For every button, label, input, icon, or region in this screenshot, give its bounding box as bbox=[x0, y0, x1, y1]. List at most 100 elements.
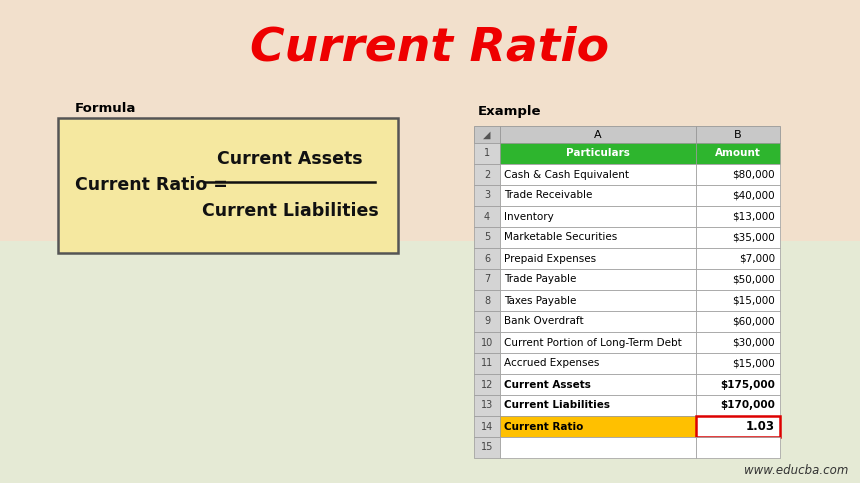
Text: 7: 7 bbox=[484, 274, 490, 284]
Text: Prepaid Expenses: Prepaid Expenses bbox=[504, 254, 596, 264]
Text: $35,000: $35,000 bbox=[732, 232, 775, 242]
Text: Current Ratio: Current Ratio bbox=[250, 26, 610, 71]
Text: 2: 2 bbox=[484, 170, 490, 180]
Text: 5: 5 bbox=[484, 232, 490, 242]
Bar bbox=[696, 374, 780, 395]
Bar bbox=[500, 164, 696, 185]
Text: 14: 14 bbox=[481, 422, 493, 431]
Bar bbox=[500, 185, 696, 206]
Text: Inventory: Inventory bbox=[504, 212, 554, 222]
Bar bbox=[500, 206, 696, 227]
Text: Current Assets: Current Assets bbox=[504, 380, 591, 389]
Bar bbox=[696, 143, 780, 164]
Text: 1: 1 bbox=[484, 148, 490, 158]
Text: 4: 4 bbox=[484, 212, 490, 222]
Bar bbox=[500, 437, 696, 458]
Text: Current Liabilities: Current Liabilities bbox=[201, 201, 378, 219]
Bar bbox=[474, 311, 500, 332]
Text: Current Liabilities: Current Liabilities bbox=[504, 400, 610, 411]
Text: $50,000: $50,000 bbox=[733, 274, 775, 284]
Bar bbox=[474, 374, 500, 395]
Bar bbox=[500, 416, 696, 437]
Bar bbox=[474, 227, 500, 248]
Text: Current Ratio: Current Ratio bbox=[504, 422, 583, 431]
Text: Accrued Expenses: Accrued Expenses bbox=[504, 358, 599, 369]
Bar bbox=[696, 311, 780, 332]
Bar bbox=[696, 332, 780, 353]
Text: $175,000: $175,000 bbox=[720, 380, 775, 389]
Bar bbox=[500, 227, 696, 248]
Text: 8: 8 bbox=[484, 296, 490, 306]
Text: www.educba.com: www.educba.com bbox=[744, 464, 848, 477]
FancyBboxPatch shape bbox=[58, 118, 398, 253]
Text: Bank Overdraft: Bank Overdraft bbox=[504, 316, 584, 327]
Text: 1.03: 1.03 bbox=[746, 420, 775, 433]
Text: $60,000: $60,000 bbox=[733, 316, 775, 327]
Text: $80,000: $80,000 bbox=[733, 170, 775, 180]
Bar bbox=[0, 241, 860, 483]
Text: $40,000: $40,000 bbox=[733, 190, 775, 200]
Bar bbox=[474, 248, 500, 269]
Text: Marketable Securities: Marketable Securities bbox=[504, 232, 617, 242]
Text: B: B bbox=[734, 129, 742, 140]
Bar bbox=[500, 290, 696, 311]
Bar bbox=[500, 353, 696, 374]
Bar bbox=[500, 126, 696, 143]
Text: $30,000: $30,000 bbox=[733, 338, 775, 347]
Text: Current Portion of Long-Term Debt: Current Portion of Long-Term Debt bbox=[504, 338, 682, 347]
Bar bbox=[0, 0, 860, 241]
Text: 15: 15 bbox=[481, 442, 493, 453]
Bar bbox=[500, 332, 696, 353]
Bar bbox=[696, 269, 780, 290]
Text: Taxes Payable: Taxes Payable bbox=[504, 296, 576, 306]
Bar bbox=[696, 164, 780, 185]
Text: 6: 6 bbox=[484, 254, 490, 264]
Bar bbox=[696, 290, 780, 311]
Text: A: A bbox=[594, 129, 602, 140]
Bar bbox=[696, 185, 780, 206]
Bar bbox=[474, 269, 500, 290]
Bar bbox=[474, 416, 500, 437]
Bar bbox=[500, 269, 696, 290]
Bar bbox=[474, 164, 500, 185]
Bar bbox=[474, 290, 500, 311]
Bar bbox=[696, 437, 780, 458]
Bar bbox=[474, 143, 500, 164]
Text: 12: 12 bbox=[481, 380, 493, 389]
Text: Current Assets: Current Assets bbox=[218, 151, 363, 169]
Bar bbox=[474, 395, 500, 416]
Bar bbox=[474, 126, 500, 143]
Text: Example: Example bbox=[478, 105, 542, 118]
Bar bbox=[500, 374, 696, 395]
Bar bbox=[474, 437, 500, 458]
Text: 11: 11 bbox=[481, 358, 493, 369]
Text: Formula: Formula bbox=[75, 101, 137, 114]
Text: $170,000: $170,000 bbox=[720, 400, 775, 411]
Text: 3: 3 bbox=[484, 190, 490, 200]
Bar bbox=[696, 248, 780, 269]
Text: Particulars: Particulars bbox=[566, 148, 630, 158]
Bar bbox=[696, 353, 780, 374]
Text: Amount: Amount bbox=[715, 148, 761, 158]
Bar bbox=[696, 126, 780, 143]
Text: 9: 9 bbox=[484, 316, 490, 327]
Text: $7,000: $7,000 bbox=[739, 254, 775, 264]
Text: Trade Payable: Trade Payable bbox=[504, 274, 576, 284]
Bar bbox=[474, 353, 500, 374]
Text: 10: 10 bbox=[481, 338, 493, 347]
Text: Trade Receivable: Trade Receivable bbox=[504, 190, 593, 200]
Text: 13: 13 bbox=[481, 400, 493, 411]
Bar bbox=[696, 416, 780, 437]
Text: $15,000: $15,000 bbox=[732, 296, 775, 306]
Bar bbox=[696, 227, 780, 248]
Bar bbox=[696, 395, 780, 416]
Text: Cash & Cash Equivalent: Cash & Cash Equivalent bbox=[504, 170, 629, 180]
Bar bbox=[696, 206, 780, 227]
Bar bbox=[500, 248, 696, 269]
Text: $15,000: $15,000 bbox=[732, 358, 775, 369]
Bar bbox=[474, 185, 500, 206]
Bar bbox=[500, 143, 696, 164]
Bar bbox=[500, 311, 696, 332]
Bar bbox=[500, 395, 696, 416]
Text: Current Ratio =: Current Ratio = bbox=[75, 176, 234, 195]
